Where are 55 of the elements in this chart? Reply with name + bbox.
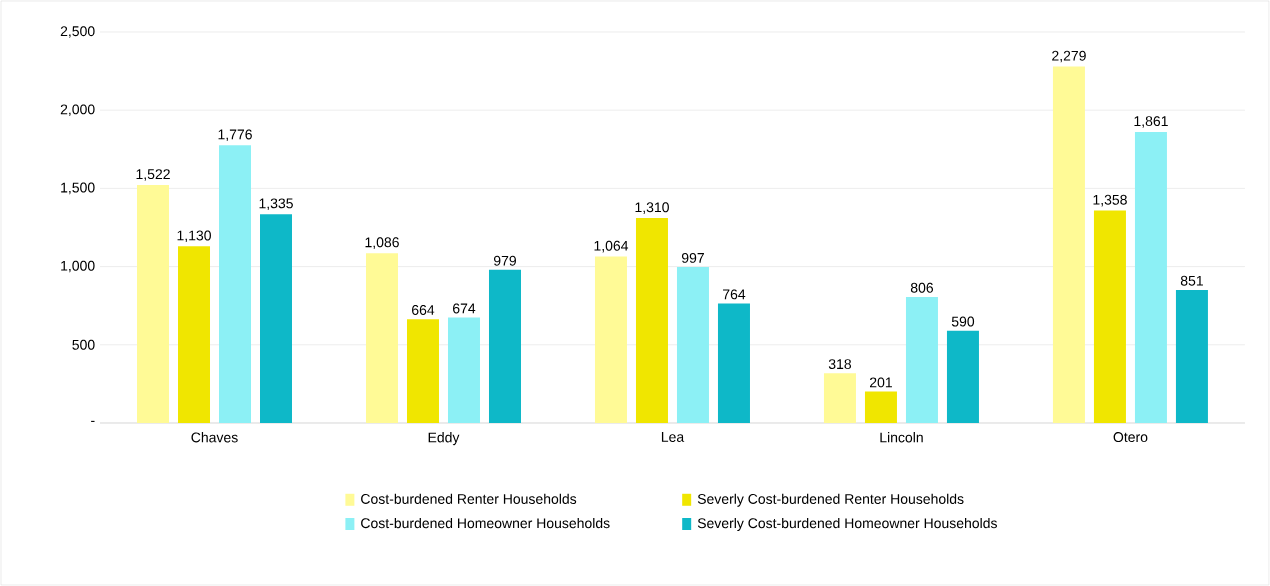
bar (864, 391, 897, 423)
data-label: 2,279 (1052, 50, 1086, 63)
data-label: 1,776 (218, 129, 252, 142)
bar (219, 145, 251, 423)
bar (488, 269, 521, 423)
y-tick-label: 1,000 (61, 260, 95, 273)
data-label: 979 (493, 255, 516, 266)
bar (406, 319, 439, 423)
x-tick-label: Chaves (191, 432, 238, 443)
data-label: 201 (869, 377, 892, 388)
data-label: 851 (1180, 275, 1203, 286)
x-tick-label: Eddy (428, 432, 460, 446)
bar (676, 267, 709, 423)
legend-label: Cost-burdened Homeowner Households (361, 517, 610, 529)
data-label: 1,335 (259, 198, 293, 210)
data-label: 1,358 (1093, 194, 1127, 207)
data-label: 318 (828, 359, 852, 370)
x-tick-label: Lincoln (880, 432, 923, 443)
data-label: 1,064 (594, 240, 629, 253)
bar (137, 184, 169, 423)
bar (1093, 210, 1126, 423)
legend-label: Cost-burdened Renter Households (361, 493, 577, 504)
bar (1134, 131, 1167, 423)
data-label: 1,310 (635, 202, 669, 214)
y-tick-label: 1,500 (61, 182, 95, 195)
data-label: 590 (951, 316, 975, 327)
bar (260, 214, 292, 423)
data-label: 806 (910, 282, 934, 293)
bar (365, 253, 398, 423)
bar (1052, 66, 1085, 423)
legend-label: Severly Cost-burdened Homeowner Households (697, 517, 997, 531)
data-label: 1,086 (365, 237, 399, 249)
data-label: 764 (723, 289, 746, 300)
data-label: 664 (412, 305, 435, 315)
data-label: 1,522 (136, 169, 170, 181)
bar (594, 256, 627, 423)
data-label: 674 (453, 303, 476, 314)
bar (905, 296, 938, 423)
bar (447, 317, 480, 423)
bar (1175, 289, 1208, 423)
data-label: 997 (681, 252, 704, 263)
x-tick-label: Lea (661, 432, 685, 442)
bar (635, 218, 668, 423)
y-tick-label: 2,500 (60, 26, 95, 38)
x-tick-label: Otero (1113, 432, 1148, 443)
bar (178, 246, 210, 423)
data-label: 1,861 (1134, 116, 1168, 128)
y-tick-label: 500 (72, 339, 95, 350)
legend-label: Severly Cost-burdened Renter Households (697, 493, 964, 507)
data-label: 1,130 (177, 230, 211, 243)
bar (823, 373, 856, 423)
bar (717, 303, 750, 423)
bar (946, 330, 979, 423)
y-tick-label: - (91, 420, 95, 422)
y-tick-label: 2,000 (60, 104, 95, 116)
